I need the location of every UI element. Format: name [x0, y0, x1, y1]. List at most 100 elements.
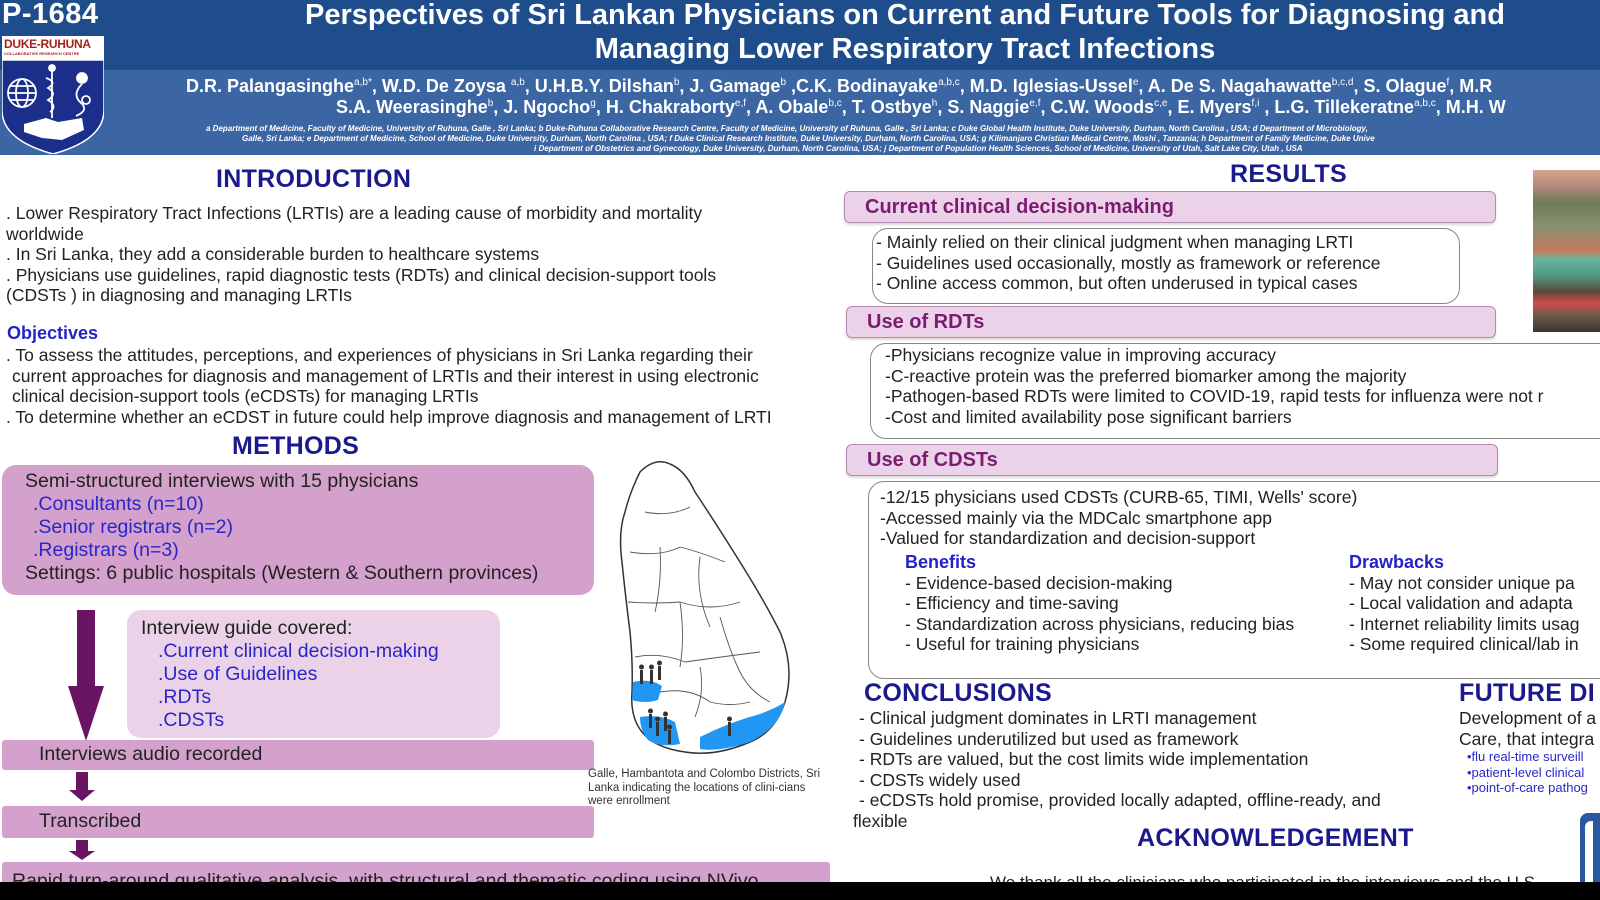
result-section-title: Use of RDTs: [867, 311, 985, 333]
intro-bullet: . Lower Respiratory Tract Infections (LR…: [6, 203, 703, 223]
result-box-decision-making: [872, 228, 1460, 304]
affiliation-line: Galle, Sri Lanka; e Department of Medici…: [242, 134, 1375, 143]
author-affil: b,c: [828, 98, 842, 109]
author-affil: a,b*: [354, 77, 372, 88]
flow-arrow-icon: [76, 772, 88, 790]
objectives-body: . To assess the attitudes, perceptions, …: [6, 345, 836, 427]
guide-topic: .Current clinical decision-making: [158, 640, 439, 662]
microbe-icon: [75, 72, 91, 117]
authors-line-2: S.A. Weerasingheb, J. Ngochog, H. Chakra…: [336, 93, 1506, 118]
acknowledgement-text: We thank all the clinicians who particip…: [990, 873, 1540, 882]
poster-id: P-1684: [2, 0, 99, 30]
result-line: -Physicians recognize value in improving…: [885, 345, 1277, 365]
intro-bullet: (CDSTs ) in diagnosing and managing LRTI…: [6, 285, 352, 305]
flow-arrowhead-icon: [68, 686, 104, 741]
result-section-header: Use of CDSTs: [846, 444, 1498, 476]
benefit-item: - Evidence-based decision-making: [905, 572, 1173, 593]
flow-arrowhead-icon: [69, 851, 95, 860]
duke-ruhuna-logo: DUKE-RUHUNA COLLABORATIVE RESEARCH CENTR…: [2, 36, 104, 154]
author-affil: b: [487, 98, 494, 109]
methods-heading: METHODS: [232, 432, 360, 460]
author: , T. Ostbye: [841, 97, 932, 117]
interview-photo: [1533, 170, 1600, 332]
physician-markers: [639, 660, 732, 744]
drawback-item: - Some required clinical/lab in: [1349, 634, 1579, 654]
interview-guide-text: Interview guide covered: .Current clinic…: [141, 617, 439, 732]
rod-of-asclepius-icon: [45, 64, 56, 118]
participants-summary: Semi-structured interviews with 15 physi…: [25, 470, 419, 492]
sri-lanka-map-icon: [619, 461, 790, 754]
conclusions-body: - Clinical judgment dominates in LRTI ma…: [853, 708, 1439, 831]
author: , M.H. W: [1435, 97, 1506, 117]
acknowledgement-heading: ACKNOWLEDGEMENT: [1137, 824, 1414, 852]
future-line: Development of a: [1459, 708, 1597, 728]
future-directions-heading: FUTURE DI: [1459, 679, 1596, 707]
affiliation-line: a Department of Medicine, Faculty of Med…: [206, 124, 1368, 133]
author-affil: b: [673, 77, 680, 88]
future-bullet: •point-of-care pathog: [1467, 780, 1588, 795]
result-line: - Guidelines used occasionally, mostly a…: [876, 252, 1381, 273]
flow-arrow-icon: [77, 610, 95, 688]
result-line: -Pathogen-based RDTs were limited to COV…: [885, 386, 1544, 406]
author-affil: b: [780, 77, 787, 88]
corner-logo-fragment: [1580, 813, 1600, 882]
author: , A. Obale: [746, 97, 829, 117]
future-directions-body: Development of a Care, that integra •flu…: [1459, 708, 1600, 796]
step-transcribed-box: [2, 806, 594, 838]
guide-topic: .Use of Guidelines: [158, 663, 318, 685]
result-box-rdts: [870, 343, 1600, 439]
result-section-header: Use of RDTs: [846, 306, 1496, 338]
conclusion-item: - Clinical judgment dominates in LRTI ma…: [859, 708, 1257, 728]
author-affil: c,e: [1154, 98, 1168, 109]
author: , J. Ngocho: [493, 97, 591, 117]
author-affil: a,b,c: [1414, 98, 1436, 109]
title-line-2: Managing Lower Respiratory Tract Infecti…: [594, 33, 1216, 65]
author: , J. Gamage: [679, 76, 781, 96]
affiliation-line: i Department of Obstetrics and Gynecolog…: [534, 144, 1303, 153]
author: , S. Naggie: [937, 97, 1030, 117]
logo-name: DUKE-RUHUNA: [4, 37, 91, 51]
result-line: -Accessed mainly via the MDCalc smartpho…: [880, 507, 1272, 528]
author: D.R. Palangasinghe: [186, 76, 355, 96]
drawback-item: - May not consider unique pa: [1349, 572, 1575, 593]
step-analysis-box: [2, 862, 830, 882]
introduction-body: . Lower Respiratory Tract Infections (LR…: [6, 203, 826, 306]
author: S.A. Weerasinghe: [336, 97, 488, 117]
result-section-title: Current clinical decision-making: [865, 196, 1174, 218]
conclusion-item: - eCDSTs hold promise, provided locally …: [859, 790, 1381, 810]
participant-group: .Consultants (n=10): [33, 493, 204, 515]
result-line: - Online access common, but often underu…: [876, 273, 1358, 293]
result-line: - Mainly relied on their clinical judgme…: [876, 232, 1354, 252]
flow-arrow-icon: [76, 840, 88, 852]
header-author-band: [0, 70, 1600, 155]
author: , W.D. De Zoysa: [371, 76, 511, 96]
intro-bullet: . In Sri Lanka, they add a considerable …: [6, 244, 540, 264]
result-box-cdsts: [868, 481, 1600, 679]
participants-box: [2, 465, 594, 595]
intro-bullet: worldwide: [6, 223, 84, 244]
guide-topic: .CDSTs: [158, 709, 225, 731]
author-affil: g: [590, 98, 596, 109]
conclusion-item: - Guidelines underutilized but used as f…: [859, 728, 1239, 749]
benefit-item: - Useful for training physicians: [905, 634, 1140, 654]
future-line: Care, that integra: [1459, 728, 1595, 749]
conclusion-item: flexible: [853, 810, 908, 831]
result-section-title: Use of CDSTs: [867, 449, 998, 471]
author-affil: f: [1446, 77, 1450, 88]
video-bottom-bar: [0, 882, 1600, 900]
step-transcribed-text: Transcribed: [39, 810, 142, 832]
result-section-header: Current clinical decision-making: [844, 191, 1496, 223]
objective-item: . To assess the attitudes, perceptions, …: [6, 345, 753, 365]
result-line: -Valued for standardization and decision…: [880, 528, 1256, 548]
author: ,C.K. Bodinayake: [786, 76, 939, 96]
benefits-list: Benefits - Evidence-based decision-makin…: [905, 552, 1294, 655]
handshake-icon: [24, 118, 84, 140]
settings-text: Settings: 6 public hospitals (Western & …: [25, 562, 539, 584]
benefit-item: - Standardization across physicians, red…: [905, 613, 1295, 634]
result-line: -C-reactive protein was the preferred bi…: [885, 365, 1407, 386]
step-analysis-text: Rapid turn-around qualitative analysis, …: [12, 870, 759, 882]
poster-title: Perspectives of Sri Lankan Physicians on…: [210, 0, 1600, 66]
author-affil: f,i: [1251, 98, 1260, 109]
logo-subtitle: COLLABORATIVE RESEARCH CENTRE: [4, 51, 80, 56]
